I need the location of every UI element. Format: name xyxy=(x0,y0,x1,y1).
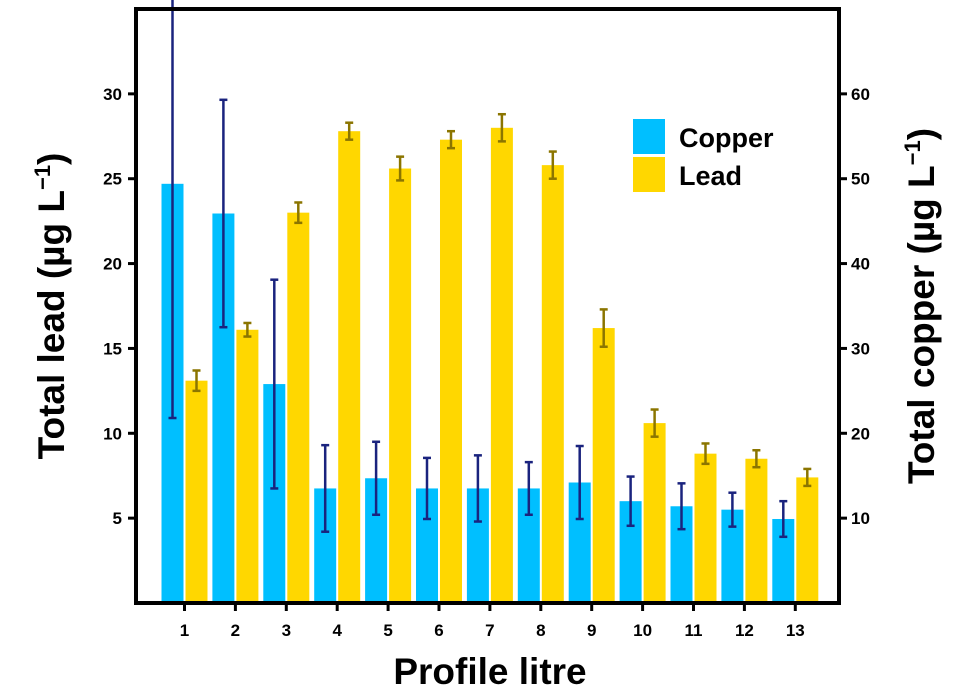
errorbar-copper-10 xyxy=(626,475,635,528)
bars-layer xyxy=(161,127,819,604)
right-axis-title-tail: ) xyxy=(901,128,942,140)
errorbar-copper-2 xyxy=(219,98,228,329)
x-tick-label-8: 8 xyxy=(536,621,545,640)
plot-frame xyxy=(134,7,841,605)
left-axis: 5 10 15 20 25 30 xyxy=(103,85,136,528)
errorbar-lead-10 xyxy=(650,408,659,438)
left-axis-title-main: Total lead (µg L xyxy=(31,190,72,459)
x-axis: 1 2 3 4 5 6 7 8 9 10 11 12 13 xyxy=(180,603,805,640)
left-axis-title: Total lead (µg L−1) xyxy=(30,153,72,460)
bar-copper-9 xyxy=(568,482,591,603)
errorbar-copper-8 xyxy=(524,460,533,516)
x-tick-label-4: 4 xyxy=(332,621,342,640)
right-axis: 10 20 30 40 50 60 xyxy=(839,85,870,528)
errorbar-copper-3 xyxy=(270,278,279,490)
right-tick-label-40: 40 xyxy=(851,255,870,274)
bar-copper-10 xyxy=(619,501,642,603)
errorbar-lead-1 xyxy=(192,369,201,393)
errorbar-copper-9 xyxy=(575,444,584,521)
errorbar-copper-4 xyxy=(321,443,330,533)
x-tick-label-12: 12 xyxy=(735,621,754,640)
x-tick-label-11: 11 xyxy=(685,621,703,640)
errorbar-copper-13 xyxy=(779,499,788,539)
bar-copper-13 xyxy=(772,518,795,603)
x-axis-title: Profile litre xyxy=(393,651,586,691)
bar-lead-12 xyxy=(745,458,768,603)
errorbar-lead-2 xyxy=(243,321,252,338)
x-tick-label-5: 5 xyxy=(383,621,392,640)
bar-copper-4 xyxy=(314,488,337,603)
errorbar-lead-5 xyxy=(396,155,405,182)
errorbar-copper-11 xyxy=(677,482,686,531)
bar-copper-5 xyxy=(365,478,388,603)
bar-lead-2 xyxy=(236,329,259,603)
errorbar-lead-9 xyxy=(599,308,608,348)
bar-lead-7 xyxy=(490,127,513,604)
x-tick-label-2: 2 xyxy=(231,621,240,640)
bar-lead-3 xyxy=(287,212,310,603)
left-axis-title-superscript: −1 xyxy=(30,165,55,190)
bar-copper-3 xyxy=(263,384,286,603)
bar-lead-1 xyxy=(185,380,208,603)
bar-copper-12 xyxy=(721,509,744,603)
right-tick-label-30: 30 xyxy=(851,339,870,358)
left-tick-label-30: 30 xyxy=(103,85,122,104)
errorbar-lead-8 xyxy=(548,150,557,180)
x-tick-label-10: 10 xyxy=(633,621,652,640)
bar-copper-6 xyxy=(416,488,438,603)
errorbar-lead-13 xyxy=(803,467,812,488)
error-bars-layer xyxy=(168,0,812,539)
errorbar-lead-4 xyxy=(345,121,354,141)
left-tick-label-25: 25 xyxy=(103,170,122,189)
errorbar-copper-7 xyxy=(473,454,482,523)
right-tick-label-60: 60 xyxy=(851,85,870,104)
left-tick-label-10: 10 xyxy=(103,424,122,443)
bar-copper-11 xyxy=(670,506,693,603)
x-tick-label-1: 1 xyxy=(180,621,189,640)
bar-copper-8 xyxy=(517,488,540,603)
bar-lead-11 xyxy=(694,453,717,603)
left-tick-label-5: 5 xyxy=(113,509,122,528)
x-tick-label-13: 13 xyxy=(786,621,805,640)
x-tick-label-7: 7 xyxy=(485,621,494,640)
x-tick-label-6: 6 xyxy=(434,621,443,640)
right-tick-label-20: 20 xyxy=(851,424,870,443)
x-tick-label-3: 3 xyxy=(282,621,291,640)
errorbar-copper-6 xyxy=(423,456,431,521)
right-axis-title-superscript: −1 xyxy=(900,140,925,165)
bar-lead-4 xyxy=(338,131,361,604)
errorbar-copper-12 xyxy=(728,491,737,528)
errorbar-lead-11 xyxy=(701,442,710,466)
right-tick-label-10: 10 xyxy=(851,509,870,528)
right-axis-title-main: Total copper (µg L xyxy=(901,165,942,484)
bar-lead-5 xyxy=(389,168,412,603)
x-tick-label-9: 9 xyxy=(587,621,596,640)
bar-lead-13 xyxy=(796,477,819,603)
legend: Copper Lead xyxy=(633,119,774,192)
legend-swatch-copper xyxy=(633,119,665,154)
bar-copper-7 xyxy=(466,488,489,603)
bar-lead-6 xyxy=(440,139,462,603)
legend-swatch-lead xyxy=(633,157,665,192)
bar-lead-8 xyxy=(541,165,564,603)
left-axis-title-tail: ) xyxy=(31,153,72,165)
errorbar-copper-1 xyxy=(168,0,177,420)
errorbar-lead-6 xyxy=(447,129,455,150)
errorbar-lead-7 xyxy=(497,112,506,143)
legend-label-copper: Copper xyxy=(679,123,774,153)
bar-lead-9 xyxy=(592,328,615,603)
errorbar-copper-5 xyxy=(372,440,381,516)
legend-label-lead: Lead xyxy=(679,161,742,191)
right-tick-label-50: 50 xyxy=(851,170,870,189)
errorbar-lead-12 xyxy=(752,449,761,469)
right-axis-title: Total copper (µg L−1) xyxy=(900,128,942,484)
errorbar-lead-3 xyxy=(294,201,303,225)
left-tick-label-15: 15 xyxy=(103,339,122,358)
left-tick-label-20: 20 xyxy=(103,255,122,274)
bar-lead-10 xyxy=(643,423,666,603)
bar-copper-2 xyxy=(212,213,235,603)
